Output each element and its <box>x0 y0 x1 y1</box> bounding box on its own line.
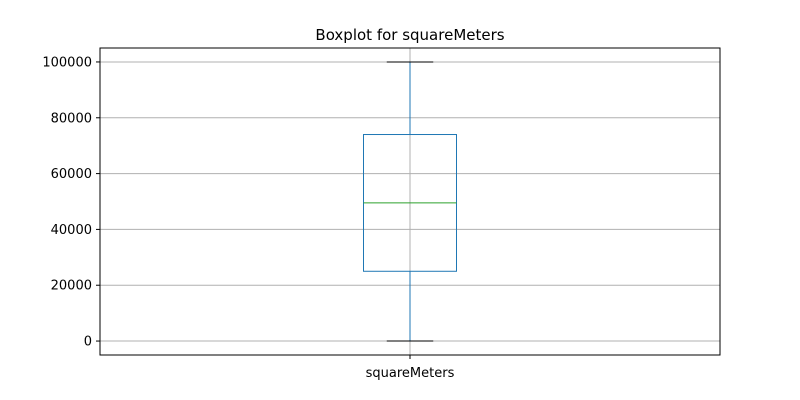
y-tick-label: 80000 <box>51 111 92 126</box>
y-tick-label: 60000 <box>51 167 92 182</box>
y-tick-label: 20000 <box>51 279 92 294</box>
x-axis: squareMeters <box>366 355 455 381</box>
y-tick-label: 100000 <box>42 55 92 70</box>
chart-title: Boxplot for squareMeters <box>315 26 504 44</box>
y-axis: 0 20000 40000 60000 80000 100000 <box>42 55 100 350</box>
x-tick-label: squareMeters <box>366 366 455 381</box>
y-tick-label: 0 <box>84 335 92 350</box>
box-group <box>363 61 457 342</box>
y-tick-label: 40000 <box>51 223 92 238</box>
